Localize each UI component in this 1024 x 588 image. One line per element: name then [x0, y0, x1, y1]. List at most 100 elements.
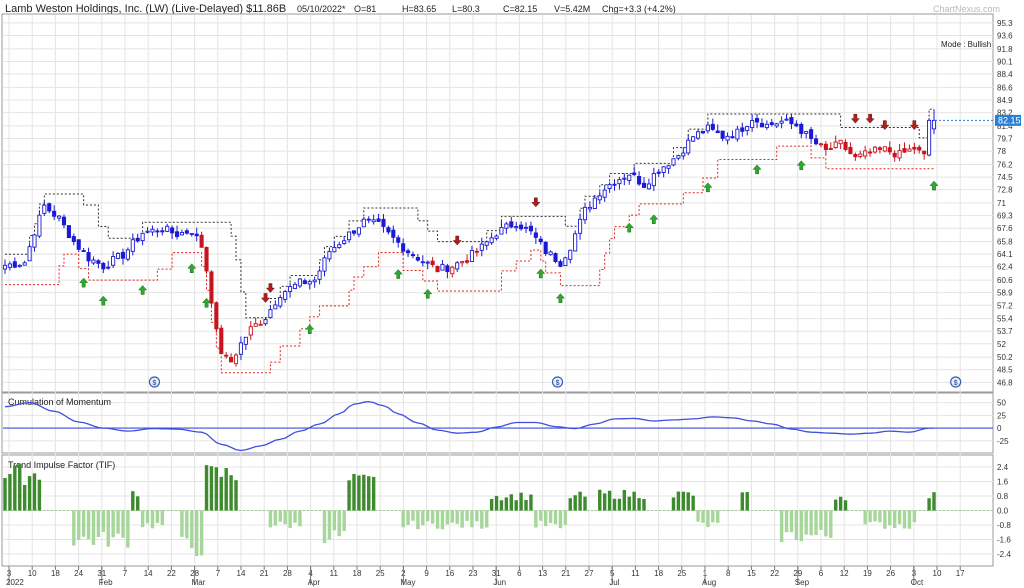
tif-bar-positive: [504, 497, 509, 511]
candle-body: [578, 218, 583, 234]
price-tick-label: 69.3: [997, 212, 1013, 221]
candle-body: [420, 261, 425, 264]
tif-bar-negative: [140, 510, 145, 528]
date-tick-label: 18: [353, 569, 362, 578]
candle-body: [351, 230, 357, 234]
candle-body: [627, 174, 632, 181]
tif-bar-negative: [337, 510, 341, 537]
lower-trend-band: [5, 145, 934, 374]
tif-bar-positive: [632, 491, 636, 511]
date-tick-label: 21: [260, 569, 269, 578]
tif-bar-negative: [873, 510, 877, 522]
candle-body: [469, 250, 475, 262]
tif-bar-negative: [701, 510, 705, 523]
tif-bar-negative: [460, 510, 464, 528]
candle-body: [248, 326, 253, 336]
candle-body: [189, 233, 194, 235]
momentum-title: Cumulation of Momentum: [8, 397, 111, 407]
green-up-arrow-icon: [929, 180, 939, 191]
candle-body: [464, 260, 470, 263]
tif-tick-label: 0.8: [997, 492, 1009, 501]
candle-body: [297, 278, 302, 287]
tif-bar-negative: [543, 510, 548, 527]
candle-body: [32, 234, 37, 248]
month-label: Apr: [308, 578, 321, 587]
tif-bar-positive: [234, 480, 238, 511]
candle-body: [784, 118, 789, 121]
candle-body: [47, 203, 52, 212]
tif-bar-positive: [691, 495, 695, 511]
tif-bar-positive: [494, 495, 499, 511]
date-axis: 3101824317142228714212841118252916233161…: [6, 566, 965, 587]
candle-body: [568, 249, 573, 260]
candle-body: [907, 148, 912, 152]
candle-body: [111, 256, 116, 266]
tif-bar-negative: [91, 510, 96, 545]
date-tick-label: 13: [538, 569, 547, 578]
candle-body: [332, 246, 337, 253]
candle-body: [646, 183, 651, 190]
candle-body: [843, 141, 848, 150]
green-up-arrow-icon: [79, 277, 89, 288]
candle-body: [140, 232, 145, 242]
date-tick-label: 18: [51, 569, 60, 578]
candle-body: [666, 165, 671, 169]
date-tick-label: 24: [74, 569, 83, 578]
date-tick-label: 14: [237, 569, 246, 578]
tif-bar-negative: [145, 510, 150, 524]
tif-bar-positive: [371, 476, 376, 511]
candle-body: [445, 265, 450, 273]
red-down-arrow-icon: [260, 293, 271, 303]
date-tick-label: 12: [840, 569, 849, 578]
tif-bar-negative: [480, 510, 484, 529]
tif-bar-positive: [524, 499, 528, 511]
tif-bar-negative: [888, 510, 892, 526]
candle-body: [2, 264, 8, 270]
candle-body: [278, 296, 283, 307]
quote-high: H=83.65: [402, 4, 436, 14]
candle-body: [165, 225, 170, 232]
quote-low: L=80.3: [452, 4, 480, 14]
month-label: May: [400, 578, 415, 587]
tif-bar-negative: [558, 510, 563, 529]
candle-body: [224, 354, 229, 357]
candle-body: [602, 189, 607, 198]
candle-body: [740, 127, 745, 132]
quote-volume: V=5.42M: [554, 4, 590, 14]
tif-bar-negative: [126, 510, 130, 548]
green-up-arrow-icon: [305, 324, 315, 334]
candle-body: [587, 206, 592, 210]
red-down-arrow-icon: [909, 120, 919, 130]
tif-bar-positive: [367, 476, 371, 511]
candle-body: [415, 257, 420, 261]
date-tick-label: 26: [886, 569, 895, 578]
quote-change: Chg=+3.3 (+4.2%): [602, 4, 676, 14]
date-tick-label: 27: [585, 569, 594, 578]
candle-body: [927, 119, 932, 156]
candle-body: [754, 118, 760, 123]
candle-body: [76, 239, 81, 250]
candle-body: [283, 291, 288, 300]
candle-body: [61, 216, 67, 226]
date-tick-label: 22: [167, 569, 176, 578]
tif-bar-positive: [357, 475, 361, 511]
tif-bar-negative: [86, 510, 91, 540]
price-tick-label: 84.9: [997, 96, 1013, 105]
candle-body: [720, 130, 725, 139]
tif-title: Trend Impulse Factor (TIF): [8, 460, 115, 470]
candle-body: [853, 153, 858, 158]
price-tick-label: 95.3: [997, 19, 1013, 28]
dollar-coin-glyph: $: [556, 380, 560, 387]
candle-body: [523, 226, 529, 229]
candle-body: [538, 238, 543, 243]
tif-bar-negative: [430, 510, 435, 524]
candle-body: [371, 219, 376, 223]
candle-body: [145, 230, 150, 233]
price-tick-label: 81.4: [997, 122, 1013, 131]
tif-bar-positive: [686, 492, 690, 511]
green-up-arrow-icon: [536, 268, 546, 279]
green-up-arrow-icon: [98, 295, 108, 306]
candle-body: [386, 227, 391, 233]
quote-date: 05/10/2022*: [297, 4, 346, 14]
tif-bar-negative: [883, 510, 887, 529]
